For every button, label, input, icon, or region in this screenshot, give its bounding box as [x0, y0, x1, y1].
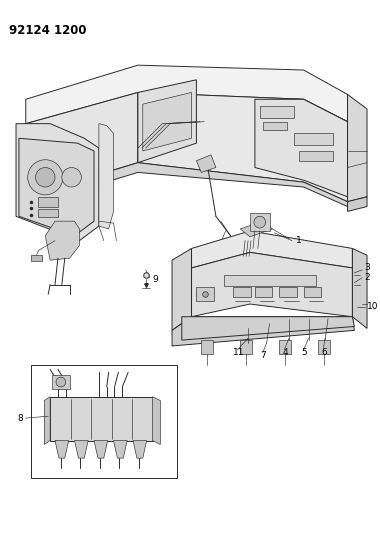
- Polygon shape: [26, 65, 348, 124]
- Polygon shape: [26, 92, 138, 197]
- Bar: [260, 106, 294, 118]
- Bar: [201, 340, 213, 354]
- Text: 92124 1200: 92124 1200: [9, 24, 87, 37]
- Polygon shape: [240, 221, 272, 237]
- Bar: [233, 287, 251, 297]
- Text: 11: 11: [233, 348, 245, 357]
- Polygon shape: [138, 80, 196, 163]
- Text: 4: 4: [282, 348, 288, 357]
- Bar: [318, 340, 330, 354]
- Bar: [31, 255, 42, 261]
- Polygon shape: [133, 441, 147, 458]
- Polygon shape: [348, 197, 367, 212]
- Polygon shape: [16, 124, 99, 241]
- Bar: [38, 197, 58, 206]
- Bar: [250, 213, 269, 231]
- Text: 5: 5: [302, 348, 307, 357]
- Circle shape: [28, 160, 63, 195]
- Text: 7: 7: [260, 351, 266, 360]
- Text: 8: 8: [17, 414, 23, 423]
- Polygon shape: [172, 317, 355, 346]
- Bar: [294, 133, 333, 145]
- Polygon shape: [74, 441, 88, 458]
- Polygon shape: [19, 138, 94, 236]
- Polygon shape: [143, 92, 192, 151]
- Bar: [279, 287, 297, 297]
- Text: 6: 6: [321, 348, 327, 357]
- Bar: [240, 340, 252, 354]
- Polygon shape: [26, 163, 348, 206]
- Circle shape: [56, 377, 66, 387]
- Bar: [31, 366, 177, 478]
- Bar: [299, 151, 333, 161]
- Text: 9: 9: [152, 275, 158, 284]
- Polygon shape: [196, 155, 216, 172]
- Polygon shape: [138, 92, 348, 201]
- Text: 1: 1: [296, 236, 302, 245]
- Bar: [304, 287, 321, 297]
- Bar: [52, 375, 70, 389]
- Polygon shape: [152, 397, 160, 445]
- Polygon shape: [114, 441, 127, 458]
- Polygon shape: [99, 124, 114, 229]
- Polygon shape: [172, 248, 192, 330]
- Bar: [263, 122, 287, 130]
- Polygon shape: [255, 99, 348, 197]
- Circle shape: [35, 167, 55, 187]
- Circle shape: [62, 167, 81, 187]
- Polygon shape: [44, 397, 50, 445]
- Bar: [279, 340, 291, 354]
- Text: 2: 2: [364, 273, 370, 282]
- Bar: [196, 287, 214, 301]
- Polygon shape: [192, 231, 352, 268]
- Circle shape: [254, 216, 266, 228]
- Bar: [224, 275, 316, 287]
- Bar: [255, 287, 272, 297]
- Text: 10: 10: [367, 302, 378, 311]
- Polygon shape: [352, 248, 367, 328]
- Text: 3: 3: [364, 263, 370, 272]
- Bar: [50, 397, 152, 441]
- Bar: [38, 209, 58, 217]
- Polygon shape: [55, 441, 69, 458]
- Polygon shape: [94, 441, 108, 458]
- Polygon shape: [182, 317, 355, 340]
- Polygon shape: [45, 221, 79, 260]
- Polygon shape: [192, 252, 352, 317]
- Polygon shape: [348, 94, 367, 201]
